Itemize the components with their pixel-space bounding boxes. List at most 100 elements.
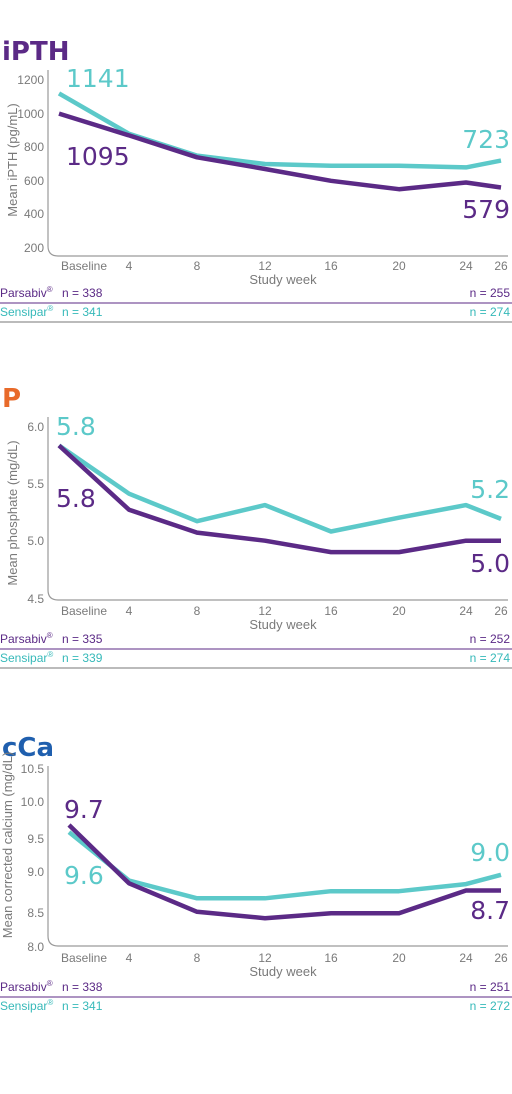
x-tick-label: 16 [324, 259, 338, 273]
n-row-sensipar: Sensipar® n = 341 n = 274 [0, 304, 512, 323]
y-tick-label: 8.0 [27, 940, 44, 954]
n-row-parsabiv: Parsabiv® n = 338 n = 251 [0, 979, 512, 998]
n-start: n = 335 [62, 632, 103, 646]
x-axis-label: Study week [249, 964, 317, 979]
n-end: n = 272 [470, 999, 511, 1013]
registered-mark: ® [47, 285, 53, 294]
y-tick-label: 9.0 [27, 865, 44, 879]
x-tick-label: 20 [392, 259, 406, 273]
x-tick-label: 16 [324, 604, 338, 618]
x-ticks: Baseline 4 8 12 16 20 24 26 [61, 604, 508, 618]
x-tick-label: Baseline [61, 951, 107, 965]
x-tick-label: 12 [258, 604, 272, 618]
series-name: Parsabiv [0, 632, 47, 646]
ipth-chart-svg: iPTH Mean iPTH (pg/mL) 200 400 600 800 1… [0, 37, 512, 323]
registered-mark: ® [47, 650, 53, 659]
registered-mark: ® [47, 631, 53, 640]
x-ticks: Baseline 4 8 12 16 20 24 26 [61, 259, 508, 273]
svg-text:Sensipar®: Sensipar® [0, 650, 53, 665]
x-tick-label: 4 [126, 951, 133, 965]
sensipar-start-label: 5.8 [56, 412, 96, 441]
parsabiv-start-label: 9.7 [64, 795, 104, 824]
parsabiv-end-label: 579 [462, 195, 510, 224]
n-end: n = 252 [470, 632, 511, 646]
chart-panel-phosphate: P Mean phosphate (mg/dL) 4.5 5.0 5.5 6.0… [0, 365, 512, 685]
y-tick-label: 4.5 [27, 592, 44, 606]
n-end: n = 274 [470, 305, 511, 319]
x-axis-label: Study week [249, 272, 317, 287]
parsabiv-start-label: 1095 [66, 142, 130, 171]
y-tick-label: 800 [24, 140, 44, 154]
y-axis-label: Mean corrected calcium (mg/dL) [0, 752, 15, 938]
y-ticks: 200 400 600 800 1000 1200 [17, 73, 44, 255]
n-row-parsabiv: Parsabiv® n = 335 n = 252 [0, 631, 512, 650]
svg-text:Parsabiv®: Parsabiv® [0, 285, 53, 300]
x-tick-label: 26 [494, 604, 508, 618]
y-tick-label: 10.0 [21, 795, 45, 809]
sensipar-series-line [57, 443, 502, 534]
x-axis-label: Study week [249, 617, 317, 632]
x-tick-label: 8 [194, 604, 201, 618]
x-tick-label: 8 [194, 259, 201, 273]
n-end: n = 255 [470, 286, 511, 300]
calcium-chart-svg: cCa Mean corrected calcium (mg/dL) 8.0 8… [0, 733, 512, 1013]
chart-title: cCa [2, 733, 54, 763]
y-tick-label: 10.5 [21, 762, 45, 776]
parsabiv-end-label: 8.7 [470, 896, 510, 925]
series-name: Parsabiv [0, 980, 47, 994]
x-ticks: Baseline 4 8 12 16 20 24 26 [61, 951, 508, 965]
n-start: n = 341 [62, 999, 103, 1013]
sensipar-end-label: 9.0 [470, 838, 510, 867]
parsabiv-series-line [57, 443, 501, 555]
axis-frame [47, 417, 508, 601]
x-tick-label: 4 [126, 604, 133, 618]
y-tick-label: 200 [24, 241, 44, 255]
chart-title: iPTH [2, 37, 69, 67]
chart-panel-calcium: cCa Mean corrected calcium (mg/dL) 8.0 8… [0, 730, 512, 1030]
series-name: Parsabiv [0, 286, 47, 300]
n-row-parsabiv: Parsabiv® n = 338 n = 255 [0, 285, 512, 304]
y-tick-label: 5.0 [27, 534, 44, 548]
x-tick-label: 12 [258, 951, 272, 965]
n-start: n = 338 [62, 286, 103, 300]
axis-frame [47, 70, 508, 257]
y-axis-label: Mean phosphate (mg/dL) [5, 440, 20, 585]
y-ticks: 4.5 5.0 5.5 6.0 [27, 420, 44, 606]
y-tick-label: 1000 [17, 107, 44, 121]
y-tick-label: 9.5 [27, 832, 44, 846]
registered-mark: ® [47, 304, 53, 313]
y-ticks: 8.0 8.5 9.0 9.5 10.0 10.5 [21, 762, 45, 954]
registered-mark: ® [47, 998, 53, 1007]
n-row-sensipar: Sensipar® n = 341 n = 272 [0, 998, 510, 1013]
x-tick-label: 24 [459, 604, 473, 618]
parsabiv-series-line [67, 823, 501, 921]
x-tick-label: 26 [494, 951, 508, 965]
x-tick-label: 12 [258, 259, 272, 273]
x-tick-label: 16 [324, 951, 338, 965]
chart-title: P [2, 384, 21, 414]
n-start: n = 341 [62, 305, 103, 319]
phosphate-chart-svg: P Mean phosphate (mg/dL) 4.5 5.0 5.5 6.0… [0, 384, 512, 669]
x-tick-label: 24 [459, 951, 473, 965]
chart-panel-ipth: iPTH Mean iPTH (pg/mL) 200 400 600 800 1… [0, 0, 512, 330]
y-tick-label: 600 [24, 174, 44, 188]
series-name: Sensipar [0, 999, 47, 1013]
svg-text:Sensipar®: Sensipar® [0, 304, 53, 319]
n-end: n = 274 [470, 651, 511, 665]
series-name: Sensipar [0, 305, 47, 319]
y-tick-label: 400 [24, 207, 44, 221]
parsabiv-series-line [58, 111, 502, 192]
x-tick-label: 8 [194, 951, 201, 965]
series-name: Sensipar [0, 651, 47, 665]
svg-text:Sensipar®: Sensipar® [0, 998, 53, 1013]
y-tick-label: 8.5 [27, 906, 44, 920]
registered-mark: ® [47, 979, 53, 988]
svg-text:Parsabiv®: Parsabiv® [0, 631, 53, 646]
sensipar-start-label: 9.6 [64, 861, 104, 890]
x-tick-label: 24 [459, 259, 473, 273]
n-row-sensipar: Sensipar® n = 339 n = 274 [0, 650, 512, 669]
sensipar-start-label: 1141 [66, 64, 130, 93]
axis-frame [47, 766, 508, 947]
sensipar-end-label: 5.2 [470, 475, 510, 504]
n-end: n = 251 [470, 980, 511, 994]
